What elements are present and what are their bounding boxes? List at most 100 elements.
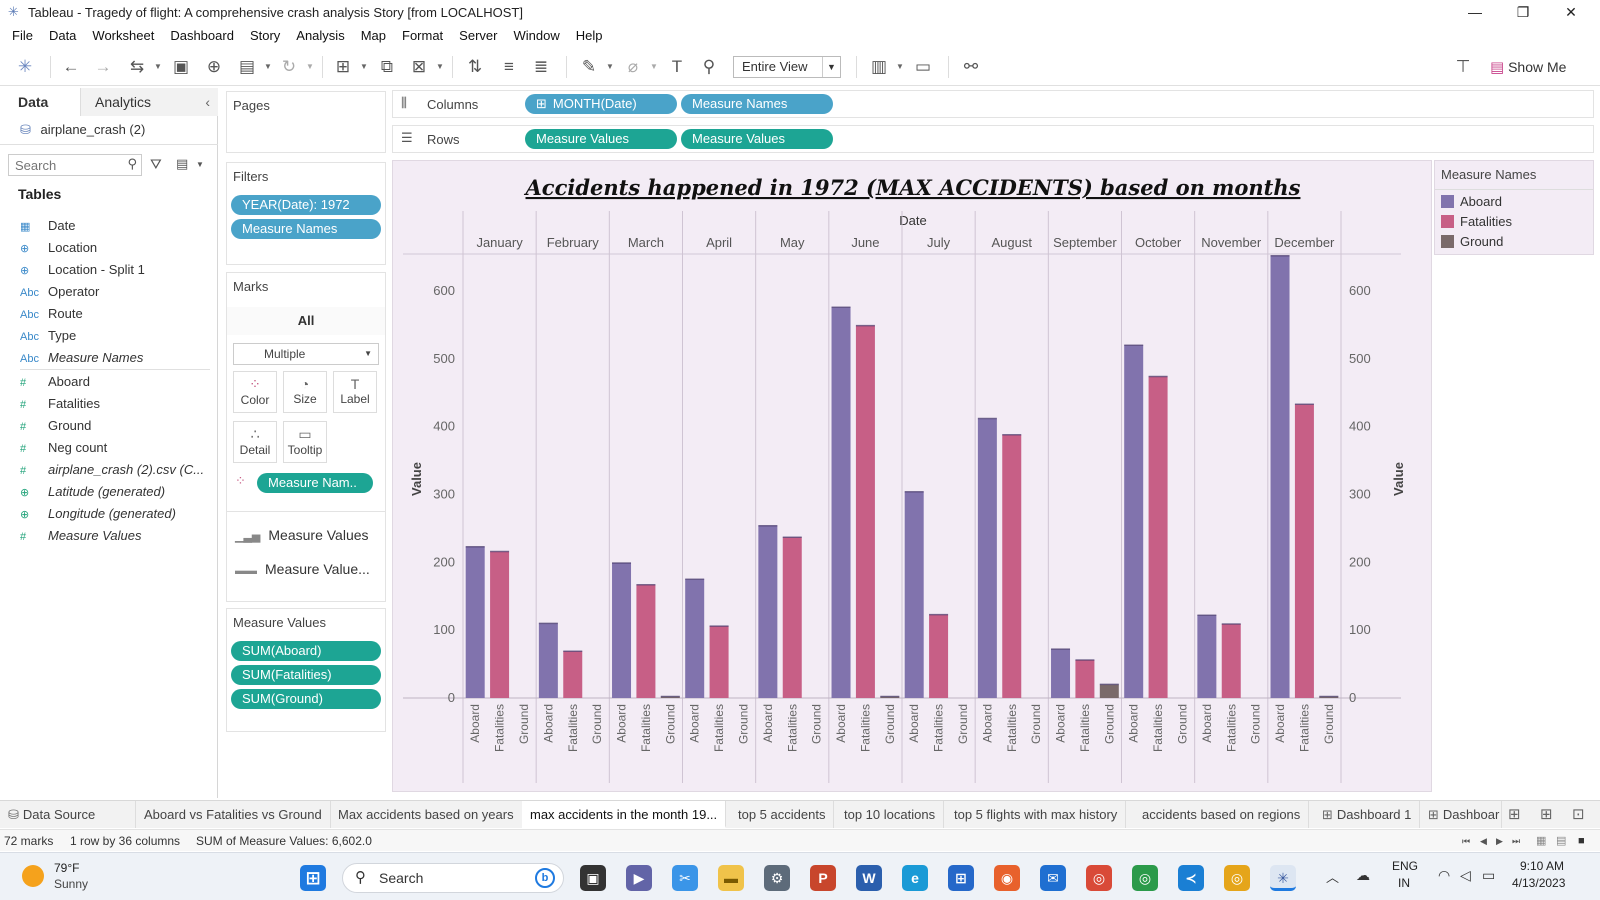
clock-date[interactable]: 4/13/2023 — [1512, 876, 1566, 890]
group-members-icon[interactable]: ⌀ — [627, 57, 639, 76]
group-dropdown-icon[interactable]: ▼ — [650, 62, 658, 71]
highlight-dropdown-icon[interactable]: ▼ — [606, 62, 614, 71]
save-icon[interactable]: ▣ — [172, 57, 190, 76]
task-view-icon[interactable]: ▣ — [580, 865, 606, 891]
legend-item-ground[interactable]: Ground — [1441, 232, 1503, 252]
view-mode-icon[interactable]: ▤ — [176, 156, 189, 171]
firefox-icon[interactable]: ◉ — [994, 865, 1020, 891]
legend-item-aboard[interactable]: Aboard — [1441, 192, 1502, 212]
columns-pill-month[interactable]: ⊞ MONTH(Date) — [525, 94, 677, 114]
cards-dropdown-icon[interactable]: ▼ — [896, 62, 904, 71]
sheet-tab-active[interactable]: max accidents in the month 19... — [522, 801, 727, 828]
filter-pill-year[interactable]: YEAR(Date): 1972 — [231, 195, 381, 215]
field-item[interactable]: ⊕ Location - Split 1 — [20, 260, 145, 280]
new-sheet-dropdown-icon[interactable]: ▼ — [360, 62, 368, 71]
windows-start-icon[interactable]: ⊞ — [300, 865, 326, 891]
fit-dropdown[interactable]: Entire View ▼ — [733, 56, 841, 78]
input-language[interactable]: ENG — [1392, 859, 1419, 873]
filter-pill-measure-names[interactable]: Measure Names — [231, 219, 381, 239]
rows-pill-measure-values-2[interactable]: Measure Values — [681, 129, 833, 149]
size-button[interactable]: ◔ Size — [283, 371, 327, 413]
field-item[interactable]: Abc Operator — [20, 282, 99, 302]
last-sheet-icon[interactable]: ⏭ — [1512, 836, 1521, 846]
clock-time[interactable]: 9:10 AM — [1520, 859, 1565, 873]
datasource-item[interactable]: ⛁ airplane_crash (2) — [20, 120, 145, 140]
wifi-icon[interactable]: ◠ — [1438, 867, 1451, 883]
measure-pill-ground[interactable]: SUM(Ground) — [231, 689, 381, 709]
marks-all-tab[interactable]: All — [227, 307, 385, 335]
rows-shelf[interactable]: ☰ Rows Measure Values Measure Values — [392, 125, 1594, 153]
tab-analytics[interactable]: Analytics ‹ — [80, 88, 218, 116]
new-datasource-icon[interactable]: ⊕ — [206, 57, 222, 76]
mail-icon[interactable]: ✉ — [1040, 865, 1066, 891]
sort-ascending-icon[interactable]: ≡ — [504, 57, 514, 76]
new-dashboard-icon[interactable]: ⊞ — [1540, 806, 1553, 823]
menu-map[interactable]: Map — [360, 27, 386, 43]
presentation-mode-icon[interactable]: ▭ — [914, 57, 932, 76]
chrome-alt-icon[interactable]: ◎ — [1224, 865, 1250, 891]
weather-temp[interactable]: 79°F — [54, 861, 80, 875]
menu-server[interactable]: Server — [459, 27, 498, 43]
replay-dropdown-icon[interactable]: ▼ — [154, 62, 162, 71]
measure-pill-fatalities[interactable]: SUM(Fatalities) — [231, 665, 381, 685]
field-item[interactable]: ⊕ Longitude (generated) — [20, 504, 176, 524]
menu-worksheet[interactable]: Worksheet — [92, 27, 155, 43]
sheet-tab-2[interactable]: Max accidents based on years — [330, 801, 523, 828]
pause-updates-icon[interactable]: ▤ — [238, 57, 256, 76]
menu-story[interactable]: Story — [249, 27, 281, 43]
pages-shelf[interactable]: Pages — [226, 91, 386, 153]
sheet-tab-6[interactable]: top 5 flights with max history — [946, 801, 1127, 828]
replay-icon[interactable]: ⇆ — [129, 57, 145, 76]
show-me-button[interactable]: ▤ Show Me — [1490, 56, 1566, 78]
view-mode-dropdown-icon[interactable]: ▼ — [196, 160, 204, 169]
tooltip-button[interactable]: ▭ Tooltip — [283, 421, 327, 463]
marks-card-measure-values[interactable]: ▁▃▅ Measure Values — [235, 527, 369, 543]
detail-button[interactable]: ∴ Detail — [233, 421, 277, 463]
sheet-tab-4[interactable]: top 5 accidents — [730, 801, 835, 828]
filmstrip-icon[interactable]: ▤ — [1556, 835, 1567, 847]
field-item[interactable]: Abc Measure Names — [20, 348, 143, 368]
teams-icon[interactable]: ▶ — [626, 865, 652, 891]
field-item[interactable]: ⊕ Latitude (generated) — [20, 482, 165, 502]
clear-dropdown-icon[interactable]: ▼ — [436, 62, 444, 71]
label-button[interactable]: T Label — [333, 371, 377, 413]
taskbar-search[interactable]: ⚲ Search b — [342, 863, 564, 893]
tableau-home-icon[interactable]: ✳ — [17, 57, 33, 76]
menu-window[interactable]: Window — [513, 27, 560, 43]
menu-dashboard[interactable]: Dashboard — [170, 27, 234, 43]
powerpoint-icon[interactable]: P — [810, 865, 836, 891]
swap-rows-columns-icon[interactable]: ⇅ — [467, 57, 483, 76]
legend-item-fatalities[interactable]: Fatalities — [1441, 212, 1512, 232]
prev-sheet-icon[interactable]: ◀ — [1480, 836, 1487, 846]
vscode-icon[interactable]: ≺ — [1178, 865, 1204, 891]
refresh-icon[interactable]: ↻ — [281, 57, 297, 76]
store-icon[interactable]: ⊞ — [948, 865, 974, 891]
color-button[interactable]: ⁘ Color — [233, 371, 277, 413]
field-item[interactable]: # Aboard — [20, 372, 90, 392]
chrome-profile-icon[interactable]: ◎ — [1132, 865, 1158, 891]
new-worksheet-icon[interactable]: ⊞ — [335, 57, 351, 76]
restore-icon[interactable]: ❐ — [1516, 4, 1530, 20]
settings-icon[interactable]: ⚙ — [764, 865, 790, 891]
field-item[interactable]: # Neg count — [20, 438, 107, 458]
close-icon[interactable]: ✕ — [1565, 4, 1577, 20]
search-box[interactable]: ⚲ — [8, 154, 142, 176]
field-item[interactable]: # Fatalities — [20, 394, 100, 414]
tabs-view-icon[interactable]: ■ — [1578, 835, 1585, 847]
field-item[interactable]: # Ground — [20, 416, 91, 436]
show-mark-labels-icon[interactable]: T — [671, 57, 683, 76]
file-explorer-icon[interactable]: ▬ — [718, 865, 744, 891]
undo-icon[interactable]: ← — [62, 57, 80, 76]
volume-icon[interactable]: ◁ — [1460, 867, 1471, 883]
filter-fields-icon[interactable]: ⛛ — [150, 156, 162, 172]
snipping-tool-icon[interactable]: ✂ — [672, 865, 698, 891]
new-story-icon[interactable]: ⊡ — [1572, 806, 1585, 823]
menu-data[interactable]: Data — [48, 27, 77, 43]
sheet-tab-dashboard1[interactable]: ⊞ Dashboard 1 — [1314, 801, 1421, 828]
word-icon[interactable]: W — [856, 865, 882, 891]
minimize-icon[interactable]: — — [1468, 4, 1482, 20]
tab-data[interactable]: Data — [0, 88, 80, 116]
field-item[interactable]: Abc Route — [20, 304, 83, 324]
field-item[interactable]: # airplane_crash (2).csv (C... — [20, 460, 204, 480]
sheet-tab-7[interactable]: accidents based on regions — [1134, 801, 1310, 828]
